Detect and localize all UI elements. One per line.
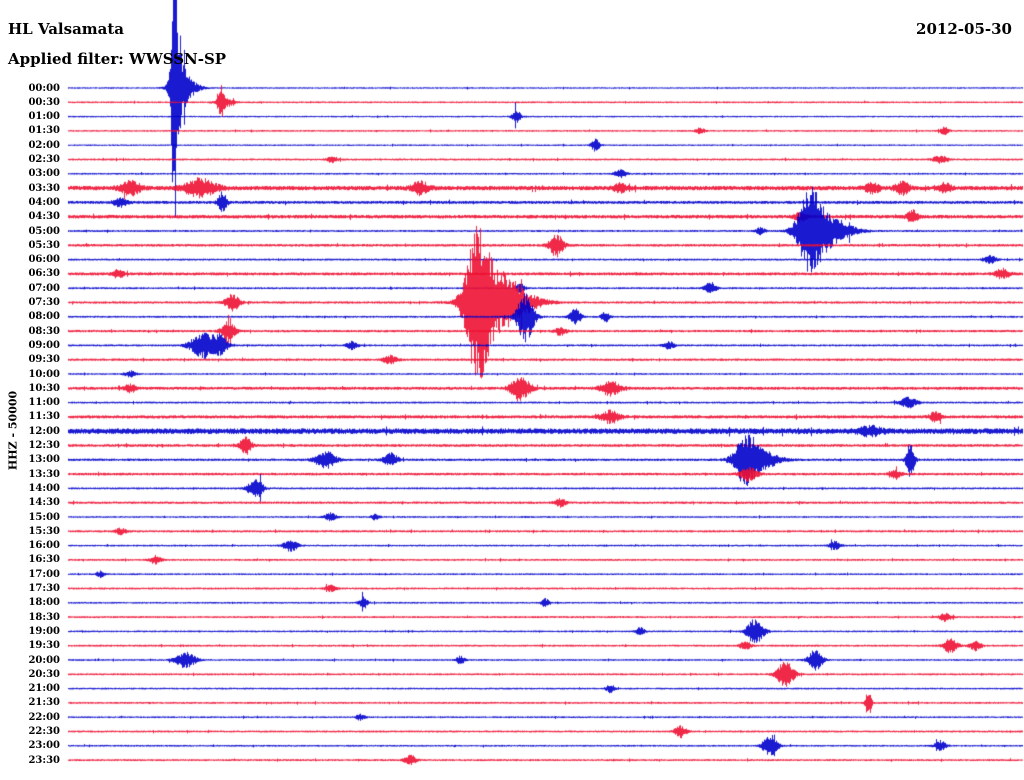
time-label: 08:30 [28, 325, 60, 337]
time-label: 18:00 [28, 597, 60, 609]
time-label: 15:00 [28, 511, 60, 523]
time-label: 04:30 [28, 211, 60, 223]
time-label: 02:30 [28, 154, 60, 165]
time-label: 12:00 [28, 425, 60, 437]
time-label: 18:30 [28, 611, 60, 623]
time-label: 20:00 [28, 654, 60, 666]
time-label: 19:30 [28, 640, 60, 652]
time-label: 12:30 [28, 440, 60, 451]
time-label: 10:30 [28, 382, 60, 394]
date-label: 2012-05-30 [916, 20, 1012, 38]
time-label: 17:00 [28, 568, 60, 580]
time-label: 13:00 [28, 454, 60, 466]
time-label: 11:00 [28, 397, 60, 409]
time-label: 21:00 [28, 683, 60, 695]
time-label: 01:30 [28, 125, 60, 137]
time-label: 19:00 [28, 625, 60, 637]
time-label: 22:30 [28, 726, 60, 737]
time-label: 06:30 [28, 268, 60, 280]
time-label: 21:30 [28, 697, 60, 709]
time-label: 15:30 [28, 525, 60, 537]
time-label: 00:30 [28, 96, 60, 108]
time-label: 09:00 [28, 339, 60, 351]
time-label: 13:30 [28, 468, 60, 480]
time-label: 11:30 [28, 411, 60, 423]
time-label: 03:00 [28, 168, 60, 180]
time-label: 07:30 [28, 297, 60, 308]
station-title: HL Valsamata [8, 20, 125, 38]
time-label: 14:00 [28, 482, 60, 494]
time-label: 04:00 [28, 196, 60, 208]
time-label: 08:00 [28, 311, 60, 323]
time-label: 06:00 [28, 254, 60, 266]
time-label: 16:00 [28, 540, 60, 552]
time-label: 14:30 [28, 497, 60, 509]
time-label: 03:30 [28, 182, 60, 194]
time-label: 20:30 [28, 668, 60, 680]
time-label: 00:00 [28, 82, 60, 94]
filter-label: Applied filter: WWSSN-SP [8, 50, 227, 68]
time-label: 09:30 [28, 354, 60, 366]
time-label: 16:30 [28, 554, 60, 566]
time-label: 05:00 [28, 225, 60, 237]
time-label: 02:00 [28, 139, 60, 151]
time-label: 10:00 [28, 368, 60, 380]
time-label: 05:30 [28, 239, 60, 251]
time-label: 22:00 [28, 711, 60, 723]
time-label: 01:00 [28, 111, 60, 123]
time-label: 23:30 [28, 754, 60, 766]
time-label: 17:30 [28, 583, 60, 594]
time-label: 23:00 [28, 740, 60, 752]
time-label: 07:00 [28, 282, 60, 294]
